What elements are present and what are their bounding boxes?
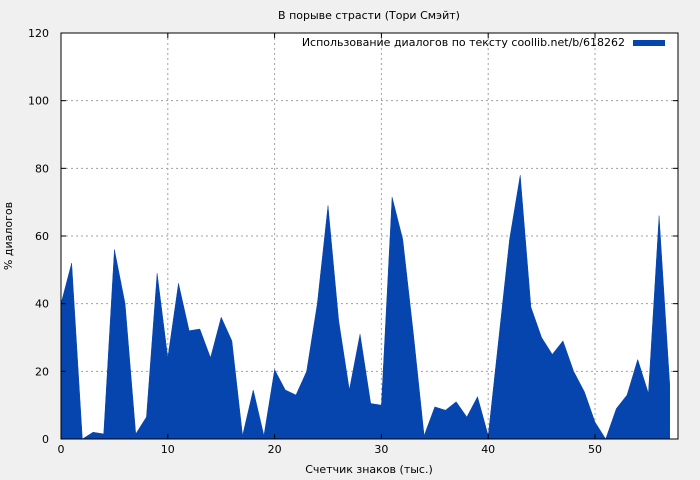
y-tick-label: 100: [28, 95, 49, 108]
series-layer: [60, 175, 671, 440]
chart-title: В порыве страсти (Тори Смэйт): [278, 9, 460, 22]
y-tick-label: 60: [35, 230, 49, 243]
y-tick-label: 20: [35, 365, 49, 378]
x-tick-label: 30: [374, 443, 388, 456]
y-tick-label: 120: [28, 27, 49, 40]
ticks: 0 10 20 30 40 50 0 20 40 60 80 100 120: [28, 27, 678, 456]
x-axis-label: Счетчик знаков (тыс.): [305, 463, 433, 476]
legend: Использование диалогов по тексту coollib…: [302, 36, 665, 49]
y-tick-label: 0: [42, 433, 49, 446]
x-tick-label: 0: [58, 443, 65, 456]
x-tick-label: 50: [588, 443, 602, 456]
y-axis-label: % диалогов: [2, 202, 15, 270]
y-tick-label: 80: [35, 162, 49, 175]
series-area: [60, 175, 671, 440]
legend-swatch: [633, 40, 665, 46]
x-tick-label: 40: [481, 443, 495, 456]
y-tick-label: 40: [35, 298, 49, 311]
x-tick-label: 10: [161, 443, 175, 456]
x-tick-label: 20: [268, 443, 282, 456]
legend-label: Использование диалогов по тексту coollib…: [302, 36, 625, 49]
